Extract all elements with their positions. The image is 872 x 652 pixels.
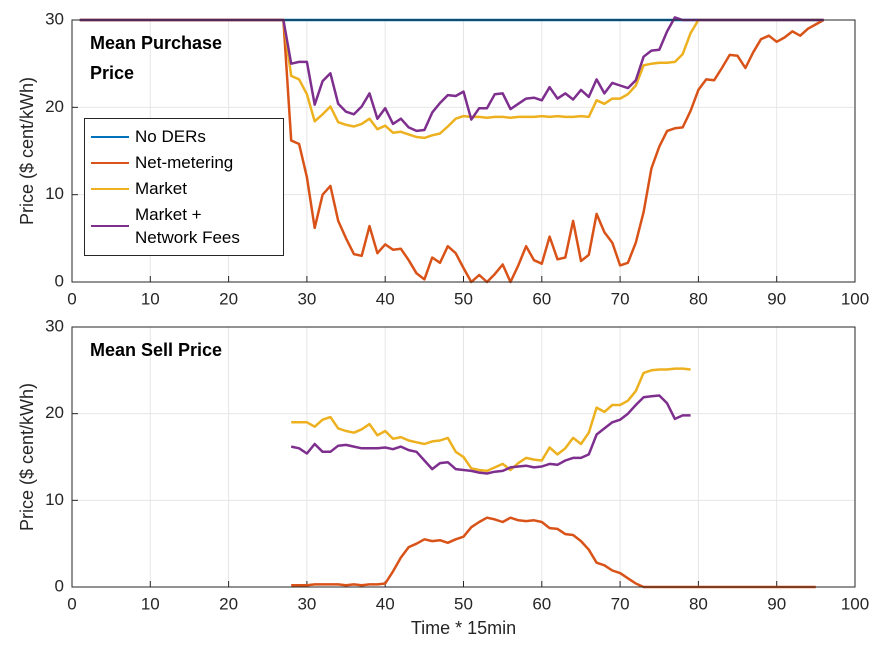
y-tick-label: 0 bbox=[55, 271, 64, 290]
y-tick-label: 10 bbox=[45, 490, 64, 509]
x-tick-label: 100 bbox=[841, 289, 869, 308]
legend-entry: Market bbox=[91, 177, 277, 200]
x-tick-label: 30 bbox=[297, 289, 316, 308]
x-tick-label: 10 bbox=[141, 594, 160, 613]
y-tick-label: 0 bbox=[55, 576, 64, 595]
legend-entry: No DERs bbox=[91, 125, 277, 148]
x-tick-label: 60 bbox=[532, 289, 551, 308]
legend-swatch bbox=[91, 187, 129, 190]
x-tick-label: 10 bbox=[141, 289, 160, 308]
series-line bbox=[290, 394, 691, 475]
x-tick-label: 0 bbox=[67, 594, 76, 613]
y-tick-label: 10 bbox=[45, 184, 64, 203]
legend-swatch bbox=[91, 135, 129, 138]
series-line bbox=[291, 367, 691, 473]
y-tick-label: 20 bbox=[45, 97, 64, 116]
legend-entry: Net-metering bbox=[91, 151, 277, 174]
x-tick-label: 0 bbox=[67, 289, 76, 308]
annotation: Price bbox=[90, 63, 134, 83]
legend-label: Net-metering bbox=[135, 153, 234, 172]
x-axis-label: Time * 15min bbox=[411, 618, 516, 638]
x-tick-label: 50 bbox=[454, 289, 473, 308]
x-tick-label: 100 bbox=[841, 594, 869, 613]
x-tick-label: 80 bbox=[689, 289, 708, 308]
annotation: Mean Purchase bbox=[90, 33, 222, 53]
x-tick-label: 90 bbox=[767, 289, 786, 308]
x-tick-label: 30 bbox=[297, 594, 316, 613]
legend-swatch bbox=[91, 161, 129, 164]
x-tick-label: 60 bbox=[532, 594, 551, 613]
x-tick-label: 40 bbox=[376, 289, 395, 308]
x-tick-label: 40 bbox=[376, 594, 395, 613]
y-axis-label: Price ($ cent/kWh) bbox=[17, 383, 37, 531]
legend-entry: Market + Network Fees bbox=[91, 203, 277, 249]
annotation: Mean Sell Price bbox=[90, 340, 222, 360]
legend-label: Market + Network Fees bbox=[135, 205, 240, 247]
x-tick-label: 80 bbox=[689, 594, 708, 613]
x-tick-label: 90 bbox=[767, 594, 786, 613]
axes-box bbox=[71, 326, 856, 588]
legend-swatch bbox=[91, 225, 129, 227]
x-tick-label: 50 bbox=[454, 594, 473, 613]
y-tick-label: 30 bbox=[45, 9, 64, 28]
x-tick-label: 20 bbox=[219, 289, 238, 308]
axes-box bbox=[71, 19, 856, 283]
legend-label: No DERs bbox=[135, 127, 206, 146]
x-tick-label: 70 bbox=[611, 594, 630, 613]
legend-label: Market bbox=[135, 179, 187, 198]
y-axis-label: Price ($ cent/kWh) bbox=[17, 77, 37, 225]
x-tick-label: 20 bbox=[219, 594, 238, 613]
y-tick-label: 30 bbox=[45, 316, 64, 335]
legend: No DERs Net-metering Market Market + Networ… bbox=[84, 118, 284, 256]
y-tick-label: 20 bbox=[45, 403, 64, 422]
x-tick-label: 70 bbox=[611, 289, 630, 308]
